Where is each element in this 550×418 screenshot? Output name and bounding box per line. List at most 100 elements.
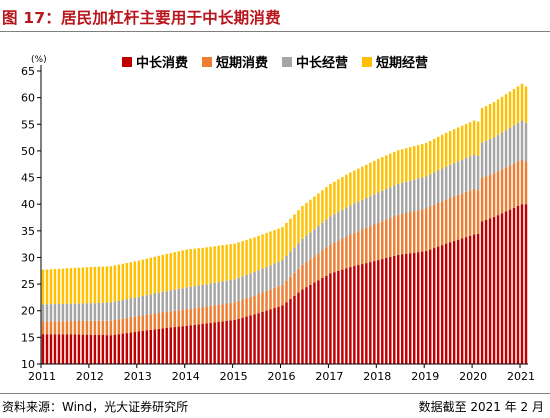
- bar-segment-3: [333, 214, 336, 243]
- bar-segment-3: [65, 303, 69, 322]
- bar-segment-2: [504, 167, 508, 212]
- bar-segment-4: [416, 145, 420, 179]
- bar-segment-1: [385, 257, 388, 364]
- bar-segment-2: [464, 191, 468, 238]
- bar-segment-2: [361, 229, 364, 265]
- bar-segment-2: [436, 203, 440, 247]
- x-tick-label: 2019: [411, 370, 439, 383]
- bar-segment-2: [169, 311, 172, 328]
- bar-segment-2: [357, 231, 360, 266]
- bar-segment-1: [221, 321, 224, 364]
- bar-segment-3: [217, 282, 220, 305]
- bar-segment-1: [337, 270, 340, 364]
- bar-segment-1: [169, 327, 172, 364]
- bar-segment-3: [109, 302, 113, 321]
- bar-segment-3: [277, 261, 280, 287]
- bar-segment-4: [524, 86, 528, 123]
- bar-segment-3: [249, 273, 252, 297]
- bar-segment-3: [213, 282, 216, 306]
- bar-segment-1: [293, 295, 296, 364]
- bar-segment-4: [93, 266, 97, 304]
- bar-segment-3: [345, 207, 348, 237]
- bar-segment-1: [440, 245, 444, 364]
- bar-segment-4: [241, 241, 244, 277]
- bar-segment-4: [397, 150, 400, 184]
- bar-segment-3: [353, 203, 356, 233]
- bar-segment-1: [436, 246, 440, 364]
- bar-segment-1: [141, 330, 145, 364]
- bar-segment-4: [281, 227, 284, 261]
- bar-segment-3: [397, 183, 400, 215]
- bar-segment-2: [209, 305, 212, 323]
- bar-segment-4: [265, 232, 268, 267]
- bar-segment-4: [209, 246, 212, 284]
- bar-segment-1: [444, 243, 448, 364]
- bar-segment-4: [237, 242, 240, 278]
- bar-segment-2: [480, 177, 484, 222]
- bar-segment-1: [289, 299, 292, 364]
- bar-segment-4: [197, 248, 200, 286]
- x-tick-label: 2018: [363, 370, 391, 383]
- x-tick-label: 2015: [220, 370, 248, 383]
- bar-segment-1: [468, 235, 472, 364]
- bar-segment-2: [492, 173, 496, 217]
- bar-segment-3: [349, 205, 352, 235]
- bar-segment-1: [488, 218, 492, 364]
- bar-segment-3: [185, 287, 188, 310]
- y-tick-label: 40: [21, 198, 35, 211]
- bar-segment-3: [516, 122, 520, 162]
- bar-segment-4: [213, 246, 216, 283]
- bar-segment-1: [125, 333, 129, 364]
- bar-segment-2: [512, 163, 516, 208]
- bar-segment-3: [205, 284, 208, 307]
- bar-segment-3: [305, 235, 308, 263]
- bar-segment-4: [117, 264, 121, 301]
- bar-segment-4: [460, 125, 464, 160]
- x-tick-label: 2014: [172, 370, 200, 383]
- bar-segment-1: [69, 334, 73, 364]
- bar-segment-3: [488, 139, 492, 175]
- bar-segment-2: [233, 302, 236, 320]
- bar-segment-1: [193, 324, 196, 364]
- bar-segment-3: [253, 271, 256, 296]
- bar-segment-3: [281, 260, 284, 285]
- bar-segment-1: [424, 251, 428, 364]
- bar-segment-2: [432, 204, 436, 249]
- bar-segment-3: [424, 176, 428, 209]
- bar-segment-2: [65, 321, 69, 335]
- bar-segment-3: [197, 285, 200, 308]
- bar-segment-4: [424, 142, 428, 177]
- bar-segment-3: [121, 300, 125, 319]
- bar-segment-3: [157, 292, 160, 313]
- bar-segment-2: [321, 250, 324, 278]
- bar-segment-4: [349, 172, 352, 206]
- bar-segment-3: [93, 303, 97, 321]
- bar-segment-2: [428, 206, 432, 250]
- bar-segment-2: [245, 298, 248, 317]
- bar-segment-1: [317, 280, 320, 364]
- bar-segment-4: [428, 140, 432, 175]
- bar-segment-1: [145, 330, 149, 364]
- bar-segment-4: [377, 158, 380, 193]
- bar-segment-4: [129, 262, 133, 299]
- bar-segment-3: [341, 209, 344, 239]
- bar-segment-4: [185, 249, 188, 288]
- bar-segment-2: [365, 227, 368, 264]
- bar-segment-3: [125, 299, 129, 319]
- bar-segment-1: [257, 313, 260, 364]
- bar-segment-2: [333, 242, 336, 273]
- bar-segment-1: [81, 334, 85, 364]
- bar-segment-4: [464, 124, 468, 159]
- bar-segment-4: [57, 268, 61, 304]
- bar-segment-4: [305, 202, 308, 236]
- bar-segment-4: [393, 151, 396, 186]
- bar-segment-2: [313, 256, 316, 283]
- bar-segment-2: [337, 240, 340, 271]
- bar-segment-4: [245, 239, 248, 275]
- bar-segment-2: [249, 296, 252, 316]
- bar-segment-4: [504, 94, 508, 131]
- bar-segment-3: [173, 289, 176, 311]
- y-tick-label: 10: [21, 358, 35, 371]
- bar-segment-2: [145, 314, 149, 331]
- bar-segment-1: [105, 335, 109, 364]
